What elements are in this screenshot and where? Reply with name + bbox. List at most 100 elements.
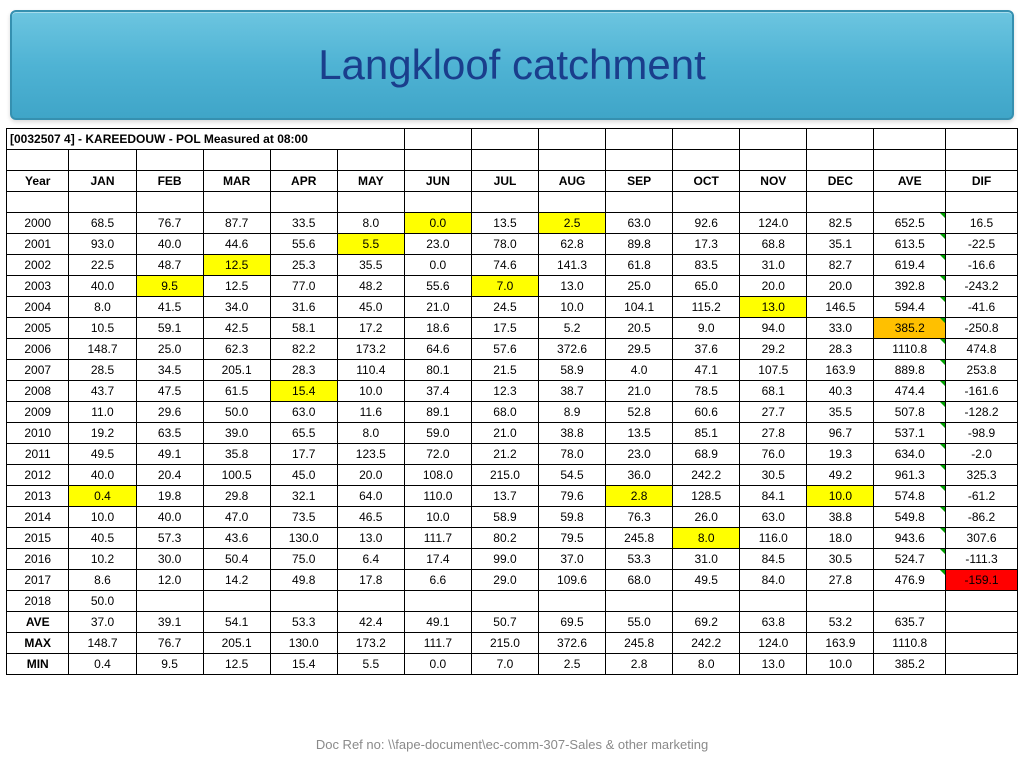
value-cell: 48.2 [337,276,404,297]
value-cell: 76.7 [136,213,203,234]
value-cell: 10.0 [539,297,606,318]
value-cell: 50.0 [203,402,270,423]
summary-cell: 0.4 [69,654,136,675]
value-cell: 55.6 [270,234,337,255]
value-cell: -2.0 [946,444,1018,465]
value-cell: 37.0 [539,549,606,570]
value-cell: 49.5 [69,444,136,465]
value-cell: 84.0 [740,570,807,591]
table-row: 201850.0 [7,591,1018,612]
value-cell: 9.0 [673,318,740,339]
summary-cell: 130.0 [270,633,337,654]
value-cell: 123.5 [337,444,404,465]
value-cell: 53.3 [606,549,673,570]
year-cell: 2006 [7,339,69,360]
value-cell: 100.5 [203,465,270,486]
value-cell: 40.5 [69,528,136,549]
value-cell: 10.0 [404,507,471,528]
value-cell: 19.3 [807,444,874,465]
value-cell: 36.0 [606,465,673,486]
value-cell: 8.9 [539,402,606,423]
value-cell: 245.8 [606,528,673,549]
value-cell: 80.1 [404,360,471,381]
value-cell: 63.0 [270,402,337,423]
value-cell: 13.5 [471,213,538,234]
value-cell: 31.0 [673,549,740,570]
value-cell: 20.0 [740,276,807,297]
value-cell: 35.5 [807,402,874,423]
summary-cell: 635.7 [874,612,946,633]
year-cell: 2009 [7,402,69,423]
summary-cell [946,633,1018,654]
value-cell: 33.5 [270,213,337,234]
value-cell: 524.7 [874,549,946,570]
value-cell: 613.5 [874,234,946,255]
summary-cell: 124.0 [740,633,807,654]
value-cell: 146.5 [807,297,874,318]
summary-cell: 2.8 [606,654,673,675]
value-cell: 943.6 [874,528,946,549]
value-cell: 41.5 [136,297,203,318]
value-cell: 79.6 [539,486,606,507]
value-cell: 24.5 [471,297,538,318]
value-cell: 116.0 [740,528,807,549]
value-cell: 104.1 [606,297,673,318]
value-cell: 31.6 [270,297,337,318]
value-cell: 47.5 [136,381,203,402]
value-cell: 27.8 [807,570,874,591]
summary-cell: 7.0 [471,654,538,675]
value-cell: 12.5 [203,276,270,297]
value-cell: 57.3 [136,528,203,549]
value-cell: 49.2 [807,465,874,486]
value-cell: 84.5 [740,549,807,570]
value-cell: 20.4 [136,465,203,486]
value-cell: 68.8 [740,234,807,255]
value-cell: 594.4 [874,297,946,318]
value-cell: -250.8 [946,318,1018,339]
value-cell: 92.6 [673,213,740,234]
summary-cell: 1110.8 [874,633,946,654]
summary-cell: 69.5 [539,612,606,633]
value-cell: 93.0 [69,234,136,255]
value-cell: 25.0 [136,339,203,360]
value-cell: 82.7 [807,255,874,276]
column-header: JUN [404,171,471,192]
column-header: APR [270,171,337,192]
value-cell: 18.0 [807,528,874,549]
value-cell: -161.6 [946,381,1018,402]
table-row: 201610.230.050.475.06.417.499.037.053.33… [7,549,1018,570]
column-header: DEC [807,171,874,192]
summary-cell: 2.5 [539,654,606,675]
value-cell: 26.0 [673,507,740,528]
summary-cell: 9.5 [136,654,203,675]
summary-cell: 12.5 [203,654,270,675]
value-cell: 205.1 [203,360,270,381]
value-cell: 8.0 [337,213,404,234]
value-cell: 32.1 [270,486,337,507]
summary-row: MIN0.49.512.515.45.50.07.02.52.88.013.01… [7,654,1018,675]
summary-label: MAX [7,633,69,654]
value-cell: 13.5 [606,423,673,444]
column-header: FEB [136,171,203,192]
value-cell: 17.8 [337,570,404,591]
value-cell: 38.8 [539,423,606,444]
value-cell: -98.9 [946,423,1018,444]
table-row: 200340.09.512.577.048.255.67.013.025.065… [7,276,1018,297]
value-cell: 35.8 [203,444,270,465]
table-row: 20178.612.014.249.817.86.629.0109.668.04… [7,570,1018,591]
value-cell: 28.5 [69,360,136,381]
value-cell: 124.0 [740,213,807,234]
value-cell: 17.3 [673,234,740,255]
value-cell: 8.6 [69,570,136,591]
value-cell: 29.0 [471,570,538,591]
summary-label: AVE [7,612,69,633]
value-cell: 13.0 [740,297,807,318]
column-header: JAN [69,171,136,192]
value-cell: 49.1 [136,444,203,465]
value-cell: 29.5 [606,339,673,360]
summary-cell: 13.0 [740,654,807,675]
value-cell [203,591,270,612]
summary-cell: 39.1 [136,612,203,633]
value-cell: -86.2 [946,507,1018,528]
column-header: AUG [539,171,606,192]
